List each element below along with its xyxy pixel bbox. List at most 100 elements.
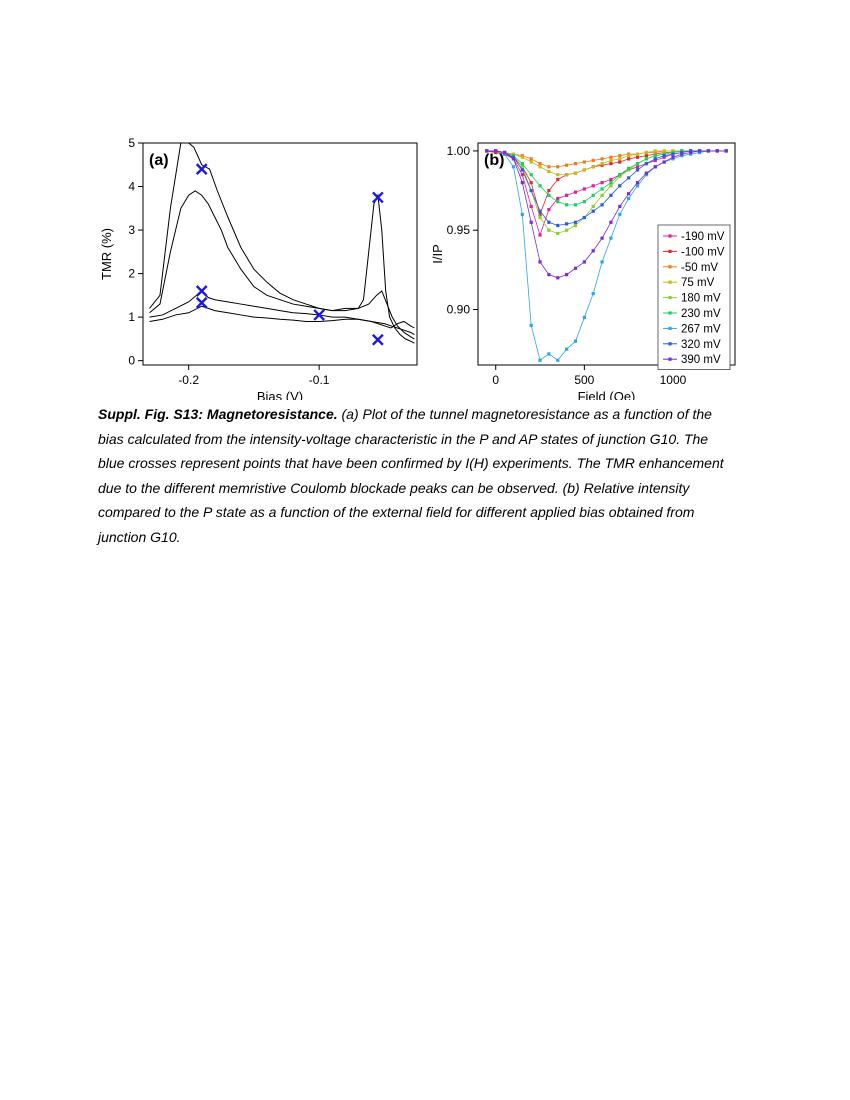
series-point <box>609 193 613 197</box>
series-point <box>520 173 524 177</box>
series-point <box>529 204 533 209</box>
series-point <box>520 168 524 172</box>
series-point <box>520 162 524 166</box>
series-point <box>529 188 533 193</box>
series-point <box>627 154 631 158</box>
panel-label: (b) <box>484 152 504 169</box>
series-point <box>653 149 657 153</box>
caption-heading: Magnetoresistance. <box>206 406 338 422</box>
series-point <box>715 149 719 153</box>
series-point <box>547 273 551 277</box>
series-line <box>486 150 727 206</box>
series-point <box>591 165 595 169</box>
y-tick-label: 1 <box>128 310 135 324</box>
series-point <box>653 157 657 161</box>
legend-label: -50 mV <box>681 262 718 274</box>
series-line <box>486 150 727 279</box>
series-point <box>591 193 595 197</box>
series-point <box>600 260 604 264</box>
series-point <box>600 193 604 197</box>
series-point <box>520 212 524 216</box>
series-point <box>635 152 640 156</box>
series-point <box>511 165 516 169</box>
series-point <box>618 173 622 177</box>
series-point <box>671 152 675 156</box>
series-point <box>573 223 578 228</box>
series-point <box>538 184 542 188</box>
series-point <box>520 155 524 159</box>
series-point <box>609 162 613 166</box>
legend-label: 320 mV <box>681 339 721 351</box>
series-point <box>565 347 569 351</box>
legend-label: -100 mV <box>681 246 725 258</box>
series-point <box>600 236 604 240</box>
series-point <box>547 228 551 232</box>
series-line <box>486 150 727 361</box>
y-axis-label: TMR (%) <box>99 228 114 280</box>
series-point <box>556 358 560 362</box>
series-point <box>591 249 595 253</box>
legend-marker <box>668 296 672 300</box>
series-point <box>724 149 728 153</box>
y-tick-label: 2 <box>128 267 135 281</box>
legend-marker <box>668 249 672 253</box>
series-point <box>538 162 542 166</box>
series-point <box>529 157 533 161</box>
series-point <box>609 155 613 159</box>
series-point <box>635 155 640 159</box>
series-point <box>635 162 640 166</box>
series-point <box>538 209 542 213</box>
series-point <box>573 339 578 343</box>
series-point <box>644 162 648 166</box>
series-point <box>565 222 569 226</box>
series-point <box>485 149 489 153</box>
series-point <box>565 273 569 277</box>
caption-label: Suppl. Fig. S13: <box>98 406 204 422</box>
series-point <box>644 157 648 161</box>
legend-label: -190 mV <box>681 231 725 243</box>
legend-marker <box>668 234 672 238</box>
x-axis-label: Bias (V) <box>257 389 303 400</box>
series-point <box>609 177 613 182</box>
series-point <box>609 184 613 188</box>
series-point <box>582 200 586 204</box>
series-point <box>573 171 578 175</box>
legend-marker <box>668 342 672 346</box>
series-point <box>547 165 551 169</box>
series-point <box>591 204 595 209</box>
series-point <box>573 162 578 166</box>
series-point <box>600 203 604 207</box>
legend-marker <box>668 280 672 284</box>
series-point <box>618 204 622 209</box>
series-point <box>627 196 631 201</box>
series-point <box>618 160 622 164</box>
series-point <box>556 276 560 280</box>
series-point <box>529 323 533 327</box>
series-point <box>644 154 648 158</box>
series-point <box>538 165 542 169</box>
series-point <box>538 212 542 216</box>
series-point <box>644 150 648 155</box>
legend-label: 230 mV <box>681 308 721 320</box>
series-point <box>618 157 622 161</box>
series-point <box>591 292 595 296</box>
legend-label: 267 mV <box>681 323 721 335</box>
series-point <box>609 236 613 240</box>
series-point <box>582 160 586 164</box>
series-point <box>556 200 560 204</box>
x-tick-label: 0 <box>492 373 499 387</box>
series-point <box>591 184 595 188</box>
series-point <box>600 187 604 191</box>
series-point <box>565 228 569 232</box>
series-point <box>609 158 613 163</box>
series-point <box>627 192 631 196</box>
series-point <box>547 169 551 174</box>
series-point <box>706 149 711 153</box>
y-tick-label: 4 <box>128 180 135 194</box>
confirmed-point-cross <box>195 163 208 175</box>
x-tick-label: -0.1 <box>309 373 330 387</box>
tmr-trace <box>149 143 415 344</box>
series-point <box>520 165 524 169</box>
series-point <box>671 155 675 159</box>
legend-marker <box>668 311 672 315</box>
